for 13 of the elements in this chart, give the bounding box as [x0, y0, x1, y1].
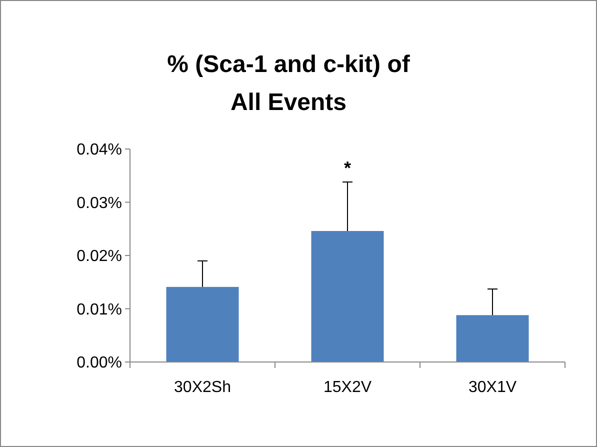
y-tick-label: 0.00%: [76, 354, 122, 372]
bar: [311, 231, 384, 362]
y-tick-label: 0.02%: [76, 248, 122, 266]
chart-title: % (Sca-1 and c-kit) of All Events: [167, 51, 411, 116]
y-tick-label: 0.03%: [76, 194, 122, 212]
y-tick-label: 0.04%: [76, 142, 122, 159]
x-tick-label: 30X2Sh: [174, 379, 231, 396]
bar: [456, 315, 529, 362]
x-tick-label: 15X2V: [323, 379, 372, 396]
x-tick-label: 30X1V: [468, 379, 517, 396]
bar: [166, 286, 239, 362]
annotation: *: [344, 158, 352, 178]
y-tick-label: 0.01%: [76, 301, 122, 318]
